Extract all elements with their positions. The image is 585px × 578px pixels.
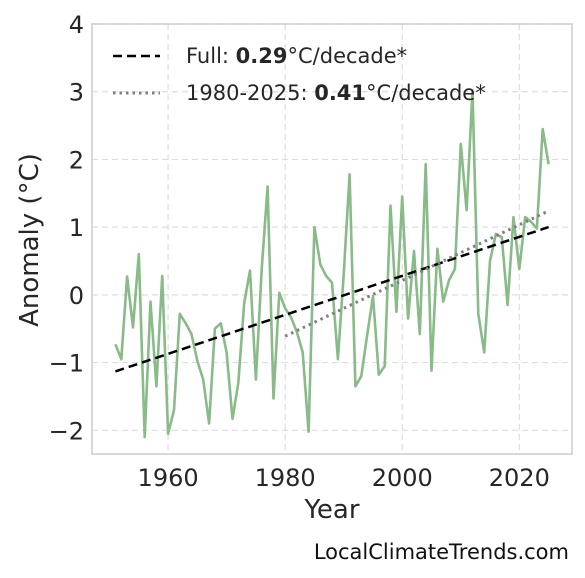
x-tick-label: 1960 <box>138 464 199 492</box>
legend: Full: 0.29°C/decade* 1980-2025: 0.41°C/d… <box>113 44 486 105</box>
x-axis-ticks: 1960 1980 2000 2020 <box>138 464 550 492</box>
y-axis-label: Anomaly (°C) <box>15 153 45 327</box>
x-axis-label: Year <box>303 495 359 525</box>
y-axis-ticks: −2 −1 0 1 2 3 4 <box>49 11 84 445</box>
legend-full-prefix: Full: <box>186 44 236 68</box>
legend-label-recent: 1980-2025: 0.41°C/decade* <box>186 81 486 105</box>
legend-recent-suffix: °C/decade* <box>366 81 486 105</box>
x-tick-label: 1980 <box>255 464 316 492</box>
credit-text: LocalClimateTrends.com <box>314 540 569 564</box>
y-tick-label: 4 <box>69 11 84 39</box>
x-tick-label: 2000 <box>372 464 433 492</box>
y-tick-label: −2 <box>49 417 84 445</box>
legend-recent-prefix: 1980-2025: <box>186 81 314 105</box>
y-tick-label: 2 <box>69 146 84 174</box>
legend-recent-value: 0.41 <box>314 81 366 105</box>
y-tick-label: 3 <box>69 79 84 107</box>
series-group <box>114 89 550 439</box>
x-tick-label: 2020 <box>489 464 550 492</box>
y-tick-label: 1 <box>69 214 84 242</box>
y-tick-label: 0 <box>69 282 84 310</box>
legend-full-suffix: °C/decade* <box>288 44 408 68</box>
series-line-anomaly <box>114 89 550 439</box>
y-tick-label: −1 <box>49 350 84 378</box>
trend-line-full <box>115 225 549 373</box>
legend-label-full: Full: 0.29°C/decade* <box>186 44 407 68</box>
plot-frame <box>91 23 573 455</box>
legend-full-value: 0.29 <box>236 44 288 68</box>
